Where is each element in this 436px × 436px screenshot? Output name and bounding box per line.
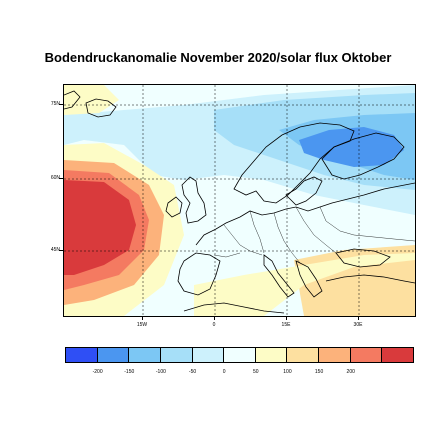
lon-tick (358, 316, 359, 320)
colorbar-tick-label: 200 (346, 369, 355, 375)
lat-label-45n: 45N (50, 247, 60, 253)
colorbar-tick-label: 50 (253, 369, 259, 375)
colorbar-cell (318, 347, 351, 363)
anomaly-map (64, 85, 415, 316)
colorbar-cell (381, 347, 415, 363)
colorbar-cell (349, 347, 383, 363)
lon-tick (286, 316, 287, 320)
lon-tick (214, 316, 215, 320)
anomaly-field (64, 85, 415, 316)
lon-label-0: 0 (212, 322, 216, 328)
colorbar-cell (65, 347, 98, 363)
colorbar-tick-label: -100 (155, 369, 166, 375)
map-panel (63, 84, 416, 317)
lat-tick (59, 104, 63, 105)
colorbar (65, 347, 415, 363)
country-borders (213, 206, 415, 264)
lat-label-60n: 60N (50, 175, 60, 181)
colorbar-cell (191, 347, 225, 363)
colorbar-cell (254, 347, 288, 363)
map-title: Bodendruckanomalie November 2020/solar f… (44, 50, 392, 65)
graticule (64, 85, 415, 316)
colorbar-cell (128, 347, 161, 363)
colorbar-tick-label: 100 (283, 369, 292, 375)
lon-tick (142, 316, 143, 320)
lon-label-30e: 30E (353, 322, 363, 328)
lat-tick (59, 178, 63, 179)
colorbar-cell (159, 347, 193, 363)
lat-label-75n: 75N (50, 101, 60, 107)
colorbar-tick-label: -50 (188, 369, 197, 375)
lon-label-15e: 15E (281, 322, 291, 328)
colorbar-cell (223, 347, 256, 363)
colorbar-tick-label: 150 (314, 369, 324, 375)
lon-label-15w: 15W (136, 322, 148, 328)
colorbar-tick-label: 0 (222, 369, 226, 375)
colorbar-cell (286, 347, 320, 363)
lat-tick (59, 250, 63, 251)
coastlines (64, 90, 415, 314)
colorbar-tick-label: -200 (92, 369, 103, 375)
colorbar-tick-label: -150 (124, 369, 135, 375)
colorbar-cell (96, 347, 130, 363)
